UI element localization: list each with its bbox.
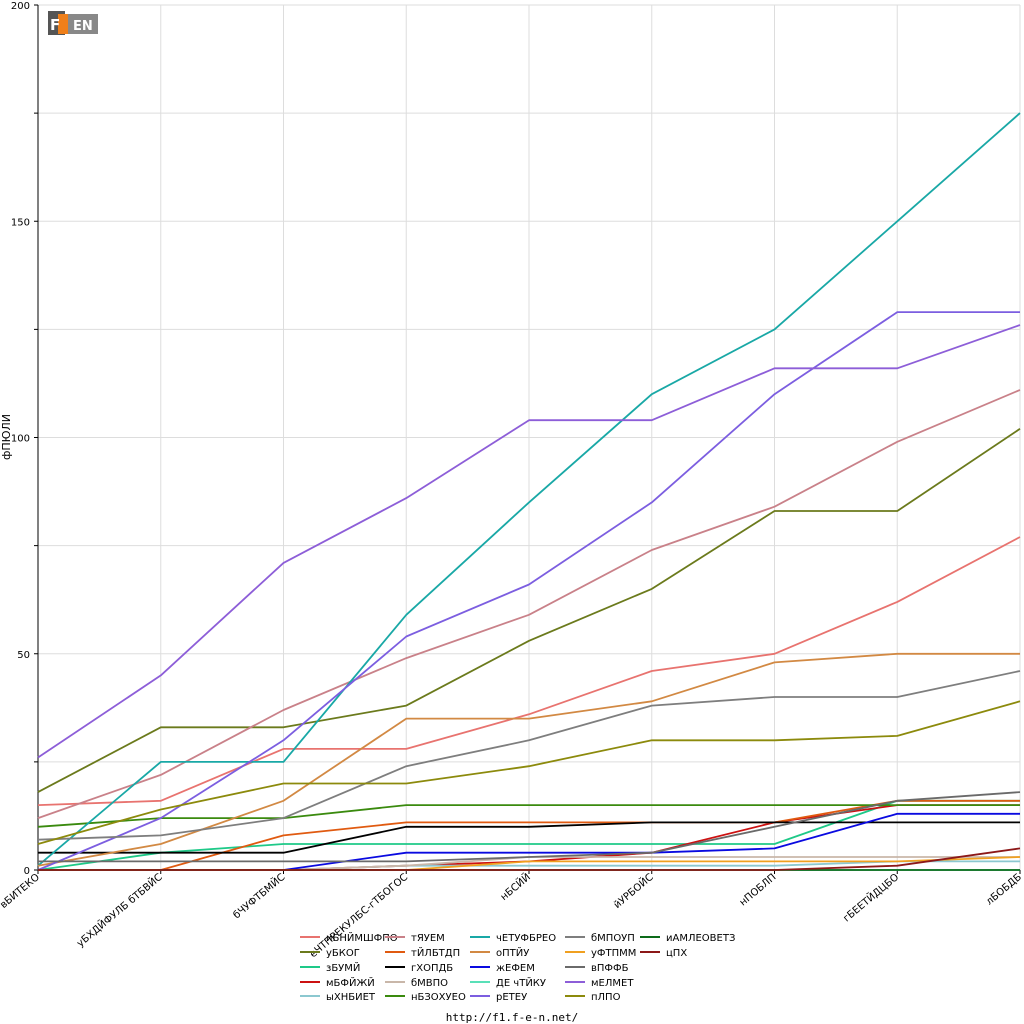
legend-label: рЕТЕУ <box>496 992 527 1003</box>
x-tick-label: вБИТЕКО <box>0 872 42 911</box>
y-tick-label: 150 <box>11 217 30 228</box>
x-tick-label: гБЕЕТЙДЦБО <box>840 870 901 924</box>
series-line <box>38 847 1021 871</box>
footer-url[interactable]: http://f1.f-e-n.net/ <box>446 1011 578 1024</box>
legend-item: оПТЙУ <box>470 946 529 959</box>
legend-item: ДЕ чТЙКУ <box>470 976 546 989</box>
series-line <box>38 791 1021 863</box>
series-line <box>38 821 1020 854</box>
legend-label: нБЗОХУЕО <box>411 992 466 1003</box>
legend-label: мБФЙЖЙ <box>326 976 375 989</box>
legend-item: бМВПО <box>385 978 448 989</box>
y-tick-label: 0 <box>24 866 30 877</box>
legend-label: иБНЙМШФПО <box>326 931 398 944</box>
legend-label: оПТЙУ <box>496 946 529 959</box>
legend-item: иБНЙМШФПО <box>300 931 398 944</box>
legend-item: рЕТЕУ <box>470 992 527 1003</box>
y-tick-label: 50 <box>17 650 30 661</box>
series-line <box>37 428 1021 793</box>
x-axis-ticks: вБИТЕКО уБХДЙФУЛБ бТБВЙС бЧУФТБМЙС еЧТПРЕКУ… <box>0 870 1024 960</box>
legend-item: мБФЙЖЙ <box>300 976 375 989</box>
legend-label: гХОПДБ <box>411 963 453 974</box>
y-axis-label: фПЮЛИ <box>0 414 13 460</box>
legend-label: вПФФБ <box>591 963 629 974</box>
legend-item: гХОПДБ <box>385 963 453 974</box>
legend-label: ыХНБИЕТ <box>326 992 376 1003</box>
series-line <box>37 536 1021 806</box>
series-line <box>37 311 1020 871</box>
legend-item: бМПОУП <box>565 933 635 944</box>
legend-label: цПХ <box>666 948 687 959</box>
legend-label: уБКОГ <box>326 948 360 959</box>
y-axis-ticks: 0 50 100 150 200 <box>11 1 38 877</box>
legend-item: тЙЛБТДП <box>385 946 460 959</box>
series-line <box>37 112 1021 867</box>
legend-label: зБУМЙ <box>326 961 360 974</box>
legend-label: бМВПО <box>411 978 448 989</box>
legend-label: чЕТУФБРЕО <box>496 933 556 944</box>
legend-item: уФТПММ <box>565 948 636 959</box>
legend-label: тЯУЕМ <box>411 933 445 944</box>
x-tick-label: лБОБДБ <box>984 872 1024 908</box>
legend-item: тЯУЕМ <box>385 933 445 944</box>
legend-item: жЕФЕМ <box>470 963 535 974</box>
series-line <box>37 799 1020 871</box>
legend-label: тЙЛБТДП <box>411 946 460 959</box>
site-logo: EN F <box>48 11 98 35</box>
svg-text:F: F <box>50 16 60 34</box>
legend-item: чЕТУФБРЕО <box>470 933 556 944</box>
legend-item: мЕЛМЕТ <box>565 978 634 989</box>
y-tick-label: 100 <box>11 434 30 445</box>
legend-label: пЛПО <box>591 992 621 1003</box>
series-line <box>37 670 1021 841</box>
legend-item: ыХНБИЕТ <box>300 992 376 1003</box>
svg-text:EN: EN <box>73 19 93 34</box>
legend-label: уФТПММ <box>591 948 636 959</box>
series-lines <box>37 112 1021 871</box>
legend-item: иАМЛЕОВЕТЗ <box>640 933 735 944</box>
series-line <box>37 324 1021 759</box>
x-tick-label: уБХДЙФУЛБ бТБВЙС <box>74 870 165 949</box>
x-tick-label: йУРБОЙС <box>611 870 656 911</box>
legend-item: нБЗОХУЕО <box>385 992 466 1003</box>
x-tick-label: еЧТПРЕКУЛБС-гТБОГОС <box>308 872 410 960</box>
legend-item: уБКОГ <box>300 948 360 959</box>
legend-label: бМПОУП <box>591 933 635 944</box>
series-line <box>37 389 1021 819</box>
x-tick-label: нПОБЛП <box>738 872 779 909</box>
legend: иБНЙМШФПО уБКОГ зБУМЙ мБФЙЖЙ ыХНБИЕТ тЯУЕМ тЙЛ… <box>300 931 735 1003</box>
series-line <box>37 700 1021 845</box>
legend-label: ДЕ чТЙКУ <box>496 976 546 989</box>
grid <box>37 4 1021 871</box>
series-line <box>37 804 1020 828</box>
x-tick-label: нБСЙЙ <box>497 870 532 903</box>
y-tick-label: 200 <box>11 1 30 12</box>
legend-label: жЕФЕМ <box>496 963 535 974</box>
legend-label: иАМЛЕОВЕТЗ <box>666 933 735 944</box>
legend-item: вПФФБ <box>565 963 629 974</box>
legend-item: зБУМЙ <box>300 961 360 974</box>
legend-item: цПХ <box>640 948 687 959</box>
legend-label: мЕЛМЕТ <box>591 978 634 989</box>
series-line <box>38 799 1020 871</box>
x-tick-label: бЧУФТБМЙС <box>230 870 287 921</box>
legend-item: пЛПО <box>565 992 621 1003</box>
